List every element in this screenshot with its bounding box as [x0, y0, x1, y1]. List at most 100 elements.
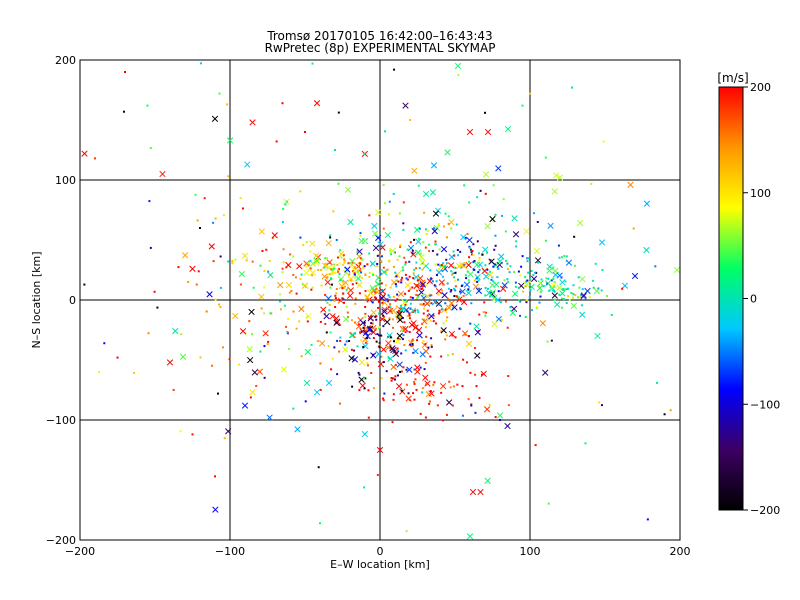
- colorbar-tick-label: −200: [750, 504, 780, 517]
- data-point-cross: [414, 364, 421, 371]
- data-point-dot: [565, 255, 568, 258]
- data-point-dot: [295, 327, 298, 330]
- data-point-dot: [546, 340, 549, 343]
- data-point-dot: [346, 311, 349, 314]
- data-point-dot: [468, 245, 471, 248]
- data-point-dot: [588, 296, 591, 299]
- data-point-dot: [351, 283, 354, 286]
- data-point-dot: [409, 241, 412, 244]
- data-point-dot: [445, 236, 448, 239]
- data-point-dot: [331, 269, 334, 272]
- data-point-dot: [382, 397, 385, 400]
- data-point-dot: [408, 314, 411, 317]
- data-point-dot: [172, 388, 175, 391]
- data-point-cross: [381, 299, 388, 306]
- data-point-dot: [455, 223, 458, 226]
- data-point-dot: [550, 339, 553, 342]
- data-point-dot: [428, 302, 431, 305]
- data-point-dot: [507, 404, 510, 407]
- data-point-dot: [395, 275, 398, 278]
- data-point-dot: [405, 277, 408, 280]
- data-point-cross: [247, 356, 254, 364]
- data-point-dot: [492, 265, 495, 268]
- data-point-dot: [334, 305, 337, 308]
- data-point-dot: [335, 292, 338, 295]
- data-point-dot: [372, 353, 375, 356]
- data-point-cross: [439, 382, 447, 390]
- data-point-dot: [517, 270, 520, 273]
- data-point-cross: [580, 293, 587, 300]
- data-point-dot: [450, 289, 453, 292]
- data-point-dot: [360, 276, 363, 279]
- data-point-cross: [480, 370, 487, 378]
- data-point-dot: [378, 346, 381, 349]
- data-point-dot: [401, 338, 404, 341]
- data-point-dot: [354, 302, 357, 305]
- y-tick-label: 100: [55, 174, 76, 187]
- data-point-dot: [419, 366, 422, 369]
- data-point-dot: [459, 308, 462, 311]
- data-point-dot: [494, 416, 497, 419]
- data-point-dot: [389, 303, 392, 306]
- data-point-dot: [417, 184, 420, 187]
- data-point-dot: [424, 246, 427, 249]
- data-point-dot: [302, 244, 305, 247]
- data-point-dot: [432, 320, 435, 323]
- data-point-cross: [423, 300, 431, 307]
- data-point-dot: [239, 197, 242, 200]
- data-point-cross: [246, 346, 253, 353]
- data-point-dot: [390, 376, 393, 379]
- data-point-cross: [396, 311, 403, 318]
- data-point-cross: [484, 128, 492, 136]
- data-point-dot: [306, 315, 309, 318]
- data-point-cross: [377, 360, 385, 368]
- data-point-dot: [397, 316, 400, 319]
- data-point-dot: [410, 344, 413, 347]
- data-point-cross: [551, 188, 558, 195]
- data-point-dot: [328, 309, 331, 312]
- data-point-dot: [409, 302, 412, 305]
- data-point-dot: [537, 285, 540, 288]
- data-point-dot: [311, 62, 314, 65]
- data-point-cross: [375, 234, 382, 242]
- data-point-dot: [542, 285, 545, 288]
- data-point-dot: [353, 273, 356, 276]
- data-point-dot: [377, 312, 380, 315]
- data-point-dot: [333, 263, 336, 266]
- data-point-dot: [263, 286, 266, 289]
- data-point-dot: [377, 334, 380, 337]
- data-point-dot: [492, 184, 495, 187]
- data-point-dot: [519, 314, 522, 317]
- data-point-dot: [423, 368, 426, 371]
- data-point-dot: [430, 345, 433, 348]
- data-point-cross: [474, 274, 481, 281]
- data-point-dot: [366, 337, 369, 340]
- data-point-cross: [484, 223, 491, 230]
- data-point-dot: [444, 212, 447, 215]
- data-point-dot: [255, 384, 258, 387]
- data-point-dot: [364, 240, 367, 243]
- data-point-dot: [285, 325, 288, 328]
- data-point-dot: [499, 419, 501, 421]
- data-point-cross: [441, 292, 448, 299]
- data-point-cross: [379, 315, 386, 323]
- data-point-dot: [454, 271, 457, 274]
- data-point-dot: [385, 298, 388, 301]
- data-point-dot: [271, 236, 274, 239]
- data-point-dot: [418, 267, 421, 270]
- data-point-dot: [531, 309, 534, 312]
- data-point-dot: [432, 314, 435, 317]
- data-point-dot: [409, 343, 412, 346]
- data-point-dot: [425, 383, 428, 386]
- data-point-dot: [350, 279, 353, 282]
- data-point-dot: [285, 200, 288, 203]
- data-point-cross: [238, 270, 246, 278]
- data-point-dot: [292, 255, 295, 258]
- data-point-cross: [346, 292, 354, 299]
- data-point-dot: [357, 371, 360, 374]
- data-point-cross: [435, 300, 443, 308]
- chart-title-line2: RwPretec (8p) EXPERIMENTAL SKYMAP: [265, 41, 496, 55]
- data-point-dot: [395, 285, 398, 288]
- data-point-dot: [267, 270, 270, 273]
- data-point-cross: [380, 269, 388, 276]
